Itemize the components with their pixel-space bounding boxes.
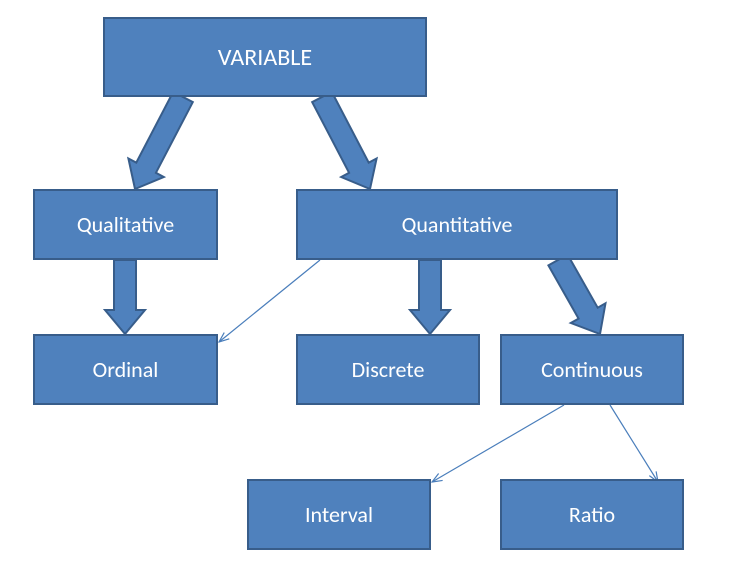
node-ordinal: Ordinal bbox=[33, 334, 218, 405]
node-label-continuous: Continuous bbox=[541, 356, 643, 383]
thin-arrow-quantitative-to-ordinal bbox=[219, 260, 320, 342]
node-label-interval: Interval bbox=[305, 501, 373, 528]
block-arrow-quantitative-to-discrete bbox=[410, 260, 450, 334]
node-interval: Interval bbox=[247, 479, 431, 550]
node-label-qualitative: Qualitative bbox=[77, 211, 174, 238]
node-label-ordinal: Ordinal bbox=[93, 356, 159, 383]
node-qualitative: Qualitative bbox=[33, 189, 218, 260]
block-arrow-variable-to-quantitative bbox=[312, 92, 376, 189]
block-arrow-quantitative-to-continuous bbox=[548, 255, 605, 334]
node-discrete: Discrete bbox=[296, 334, 480, 405]
block-arrow-variable-to-qualitative bbox=[128, 92, 192, 189]
node-label-discrete: Discrete bbox=[352, 356, 425, 383]
node-continuous: Continuous bbox=[500, 334, 684, 405]
node-quantitative: Quantitative bbox=[296, 189, 618, 260]
thin-arrow-continuous-to-ratio bbox=[610, 405, 658, 482]
thin-arrow-continuous-to-interval bbox=[432, 405, 564, 482]
node-label-ratio: Ratio bbox=[569, 501, 615, 528]
block-arrow-qualitative-to-ordinal bbox=[105, 260, 145, 334]
node-variable: VARIABLE bbox=[103, 17, 427, 97]
node-label-quantitative: Quantitative bbox=[402, 211, 513, 238]
node-ratio: Ratio bbox=[500, 479, 684, 550]
node-label-variable: VARIABLE bbox=[218, 43, 312, 72]
